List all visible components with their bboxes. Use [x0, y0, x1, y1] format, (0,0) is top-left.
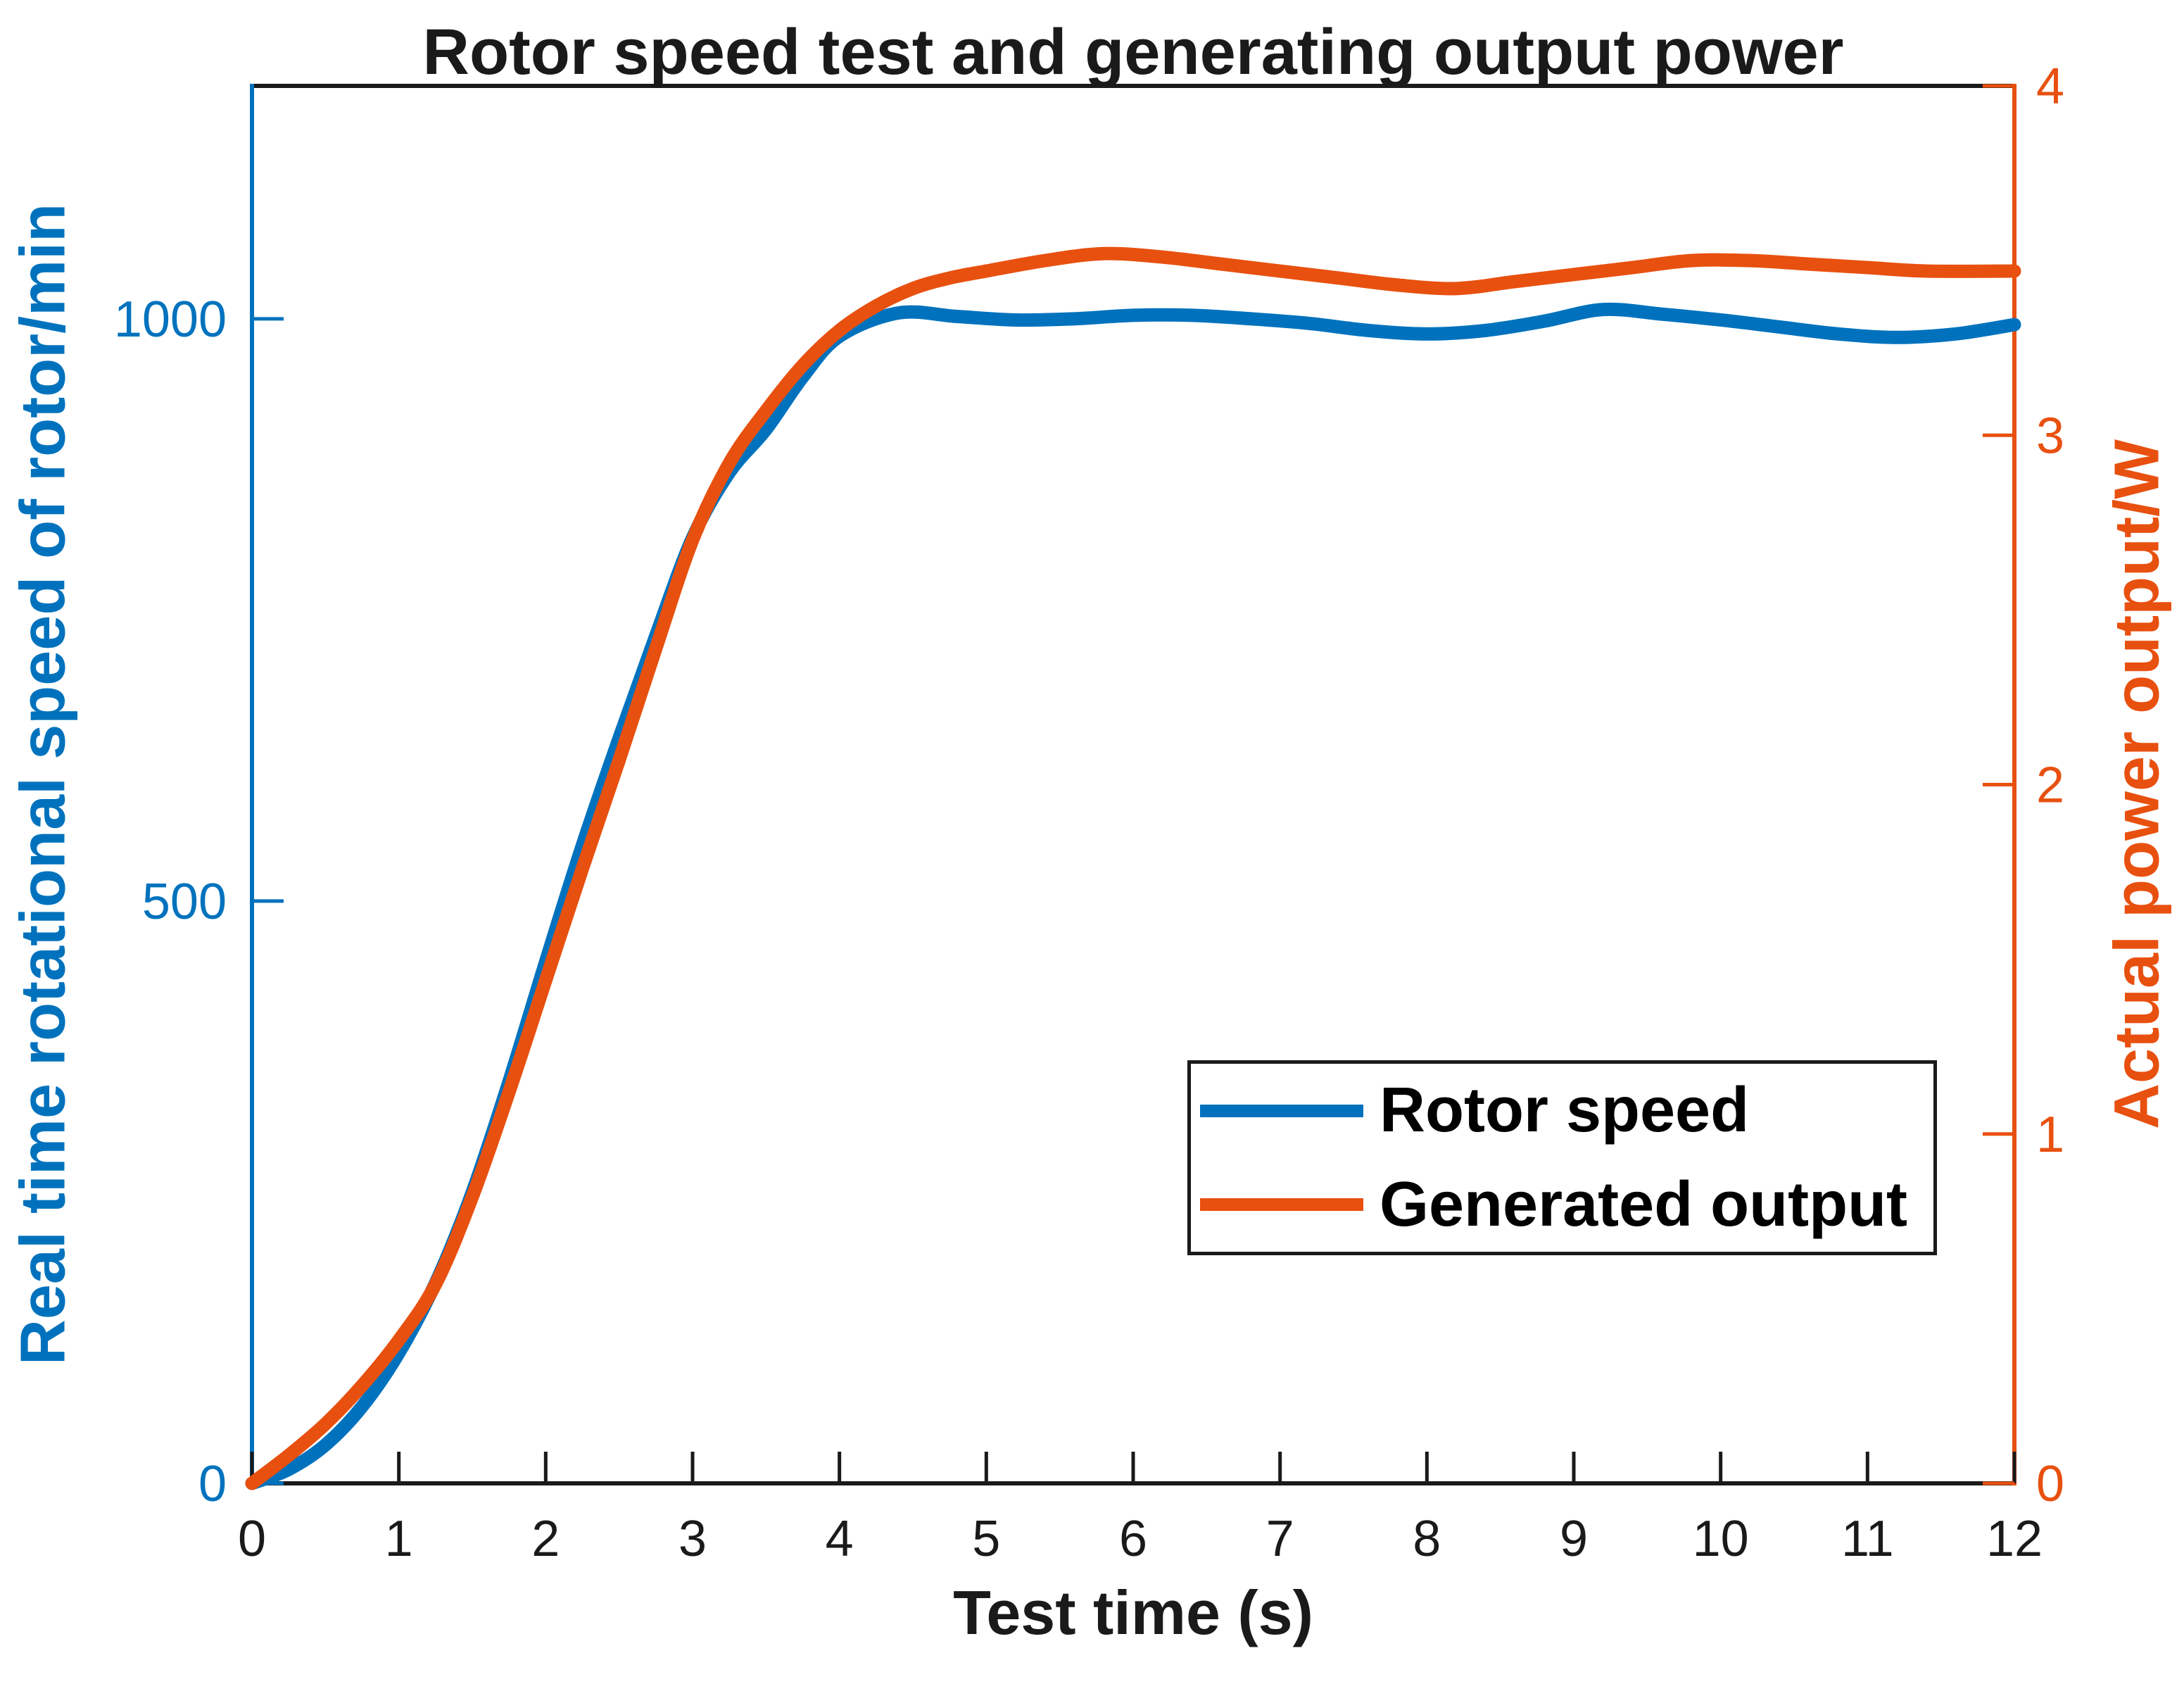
right-y-axis-label: Actual power output/W [2102, 439, 2173, 1129]
x-tick-label: 4 [826, 1511, 854, 1567]
x-tick-label: 10 [1693, 1511, 1749, 1567]
x-tick-label: 1 [385, 1511, 413, 1567]
x-tick-label: 11 [1841, 1511, 1894, 1567]
x-tick-label: 12 [1986, 1511, 2043, 1567]
x-tick-label: 8 [1413, 1511, 1441, 1567]
right-y-tick-label: 1 [2036, 1107, 2064, 1163]
chart-title: Rotor speed test and generating output p… [422, 16, 1844, 88]
x-tick-label: 5 [972, 1511, 1000, 1567]
right-y-tick-label: 2 [2036, 758, 2064, 814]
left-y-tick-label: 1000 [114, 291, 227, 348]
left-y-tick-label: 0 [198, 1456, 227, 1512]
x-tick-label: 0 [238, 1511, 266, 1567]
legend-label: Generated output [1380, 1169, 1908, 1240]
legend-label: Rotor speed [1380, 1075, 1750, 1146]
right-y-tick-label: 0 [2036, 1456, 2064, 1512]
x-tick-label: 3 [678, 1511, 707, 1567]
series-line-generated-output [245, 246, 2021, 1490]
legend-entry-generated-output: Generated output [1191, 1158, 1933, 1252]
x-tick-label: 6 [1119, 1511, 1147, 1567]
right-y-tick-label: 4 [2036, 58, 2064, 115]
right-y-tick-label: 3 [2036, 408, 2064, 464]
legend: Rotor speed Generated output [1187, 1060, 1937, 1255]
x-tick-label: 9 [1560, 1511, 1588, 1567]
legend-line-sample-orange [1200, 1198, 1363, 1212]
left-y-tick-label: 500 [142, 874, 227, 930]
series-line-rotor-speed [245, 302, 2021, 1490]
legend-line-sample-blue [1200, 1104, 1363, 1117]
x-tick-label: 7 [1266, 1511, 1294, 1567]
left-y-axis-label: Real time rotational speed of rotor/min [8, 203, 79, 1366]
x-axis-label: Test time (s) [953, 1578, 1313, 1647]
legend-entry-rotor-speed: Rotor speed [1191, 1064, 1933, 1158]
x-tick-label: 2 [531, 1511, 560, 1567]
